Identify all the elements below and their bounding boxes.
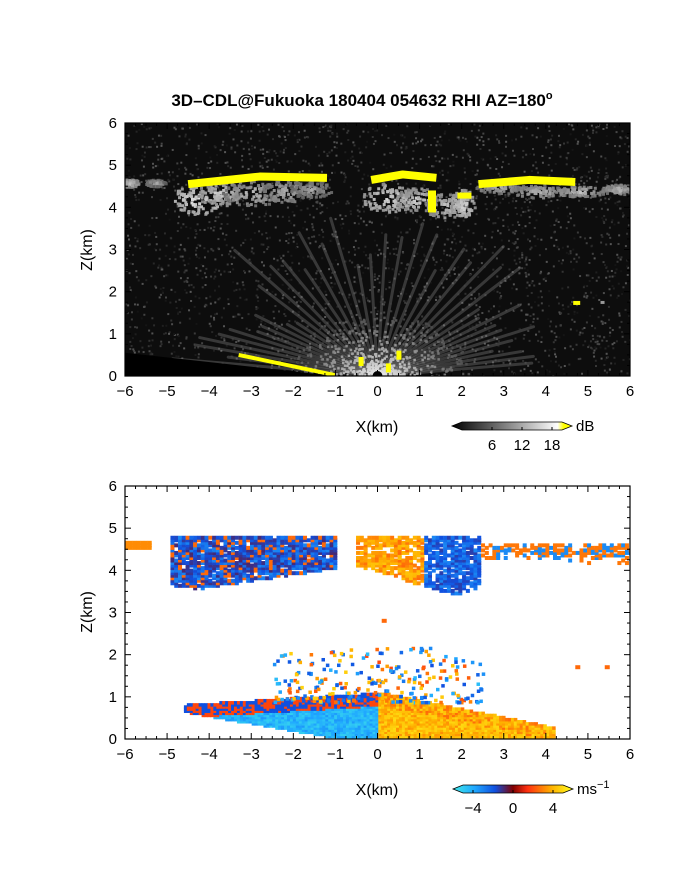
x-tick-label: 2 <box>457 746 465 763</box>
x-tick-label: 3 <box>500 746 508 763</box>
velocity-colorbar: −4 0 4 ms−1 <box>451 779 610 817</box>
x-tick-label: 6 <box>626 383 634 400</box>
isolated-echo <box>604 665 610 670</box>
x-tick-label: −2 <box>285 746 302 763</box>
x-tick-label: 4 <box>542 383 550 400</box>
colorbar-tick-label: 12 <box>514 437 531 454</box>
snr-panel-axes: −6 −5 −4 −3 −2 −1 0 1 2 3 4 5 6 0 1 2 3 4 5 6 <box>109 115 635 400</box>
x-tick-label: −6 <box>116 383 133 400</box>
snr-colorbar: 6 12 18 dB <box>450 418 594 454</box>
figure-title: 3D–CDL@Fukuoka 180404 054632 RHI AZ=180o <box>171 90 553 110</box>
x-tick-label: 1 <box>415 746 423 763</box>
x-tick-label: −2 <box>285 383 302 400</box>
x-tick-label: 6 <box>626 746 634 763</box>
isolated-echo <box>381 618 387 623</box>
colorbar-tick-label: 0 <box>509 800 517 817</box>
saturated-cloud-top <box>187 170 576 373</box>
bottom-y-axis-label: Z(km) <box>79 591 96 633</box>
x-tick-label: −5 <box>159 746 176 763</box>
x-tick-label: 5 <box>584 383 592 400</box>
x-tick-label: −1 <box>327 746 344 763</box>
velocity-panel-axes: −6 −5 −4 −3 −2 −1 0 1 2 3 4 5 6 0 1 2 3 4 5 6 <box>109 478 635 763</box>
colorbar-unit: ms−1 <box>577 779 610 798</box>
terrain-saturated-echo <box>238 352 336 376</box>
y-tick-label: 2 <box>109 647 117 664</box>
y-tick-label: 6 <box>109 115 117 132</box>
y-tick-label: 3 <box>109 605 117 622</box>
y-tick-label: 4 <box>109 199 117 216</box>
top-x-axis-label: X(km) <box>356 419 399 436</box>
y-tick-label: 0 <box>109 368 117 385</box>
x-tick-label: −4 <box>201 746 218 763</box>
x-tick-label: −3 <box>243 746 260 763</box>
colorbar-ramp <box>450 421 574 431</box>
cloud-layer-echo <box>125 178 630 220</box>
x-tick-label: 0 <box>373 746 381 763</box>
y-tick-label: 1 <box>109 326 117 343</box>
y-tick-label: 2 <box>109 284 117 301</box>
x-tick-label: 2 <box>457 383 465 400</box>
y-tick-label: 0 <box>109 731 117 748</box>
velocity-field <box>125 535 630 739</box>
x-tick-label: −1 <box>327 383 344 400</box>
colorbar-unit: dB <box>576 418 594 435</box>
y-tick-label: 5 <box>109 157 117 174</box>
x-tick-label: −6 <box>116 746 133 763</box>
colorbar-tick-label: −4 <box>464 800 481 817</box>
terrain <box>125 352 336 376</box>
y-tick-label: 4 <box>109 562 117 579</box>
x-tick-label: 4 <box>542 746 550 763</box>
x-tick-label: 5 <box>584 746 592 763</box>
boundary-layer-velocity <box>183 646 556 739</box>
colorbar-ramp <box>451 784 575 794</box>
colorbar-tick-label: 18 <box>544 437 561 454</box>
x-tick-label: −5 <box>159 383 176 400</box>
isolated-echo <box>575 665 581 670</box>
snr-field <box>125 123 630 376</box>
x-tick-label: 1 <box>415 383 423 400</box>
y-tick-label: 5 <box>109 520 117 537</box>
isolated-echo <box>573 300 581 305</box>
x-tick-label: 3 <box>500 383 508 400</box>
snr-noise <box>125 123 630 376</box>
bottom-x-axis-label: X(km) <box>356 782 399 799</box>
x-tick-label: 0 <box>373 383 381 400</box>
y-tick-label: 6 <box>109 478 117 495</box>
colorbar-tick-label: 4 <box>549 800 557 817</box>
velocity-panel: −6 −5 −4 −3 −2 −1 0 1 2 3 4 5 6 0 1 2 3 4 5 6 X(km) Z(km) −… <box>79 478 634 817</box>
y-tick-label: 1 <box>109 689 117 706</box>
x-tick-label: −4 <box>201 383 218 400</box>
top-y-axis-label: Z(km) <box>79 229 96 271</box>
cloud-layer-velocity <box>125 535 630 596</box>
colorbar-tick-label: 6 <box>488 437 496 454</box>
x-tick-label: −3 <box>243 383 260 400</box>
y-tick-label: 3 <box>109 242 117 259</box>
